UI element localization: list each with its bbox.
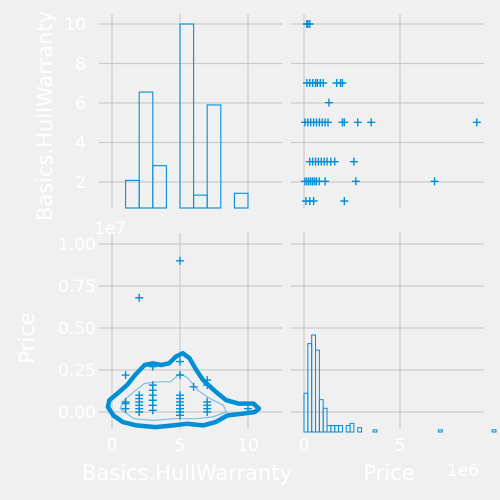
scatter-tr-point-25 xyxy=(353,118,362,127)
scatter-tr-point-22 xyxy=(324,118,332,127)
price-y-tick-2: 0.50 xyxy=(58,319,96,339)
warranty-y-tick-1: 4 xyxy=(75,134,86,154)
scatter-tr-point-26 xyxy=(367,118,376,127)
scatter-tr-point-2 xyxy=(305,20,314,28)
panel-hullwarranty-vs-price-scatter xyxy=(291,14,484,208)
price-hist-bar-3 xyxy=(315,349,320,433)
warranty-x-tick-2: 10 xyxy=(237,436,259,456)
price-y-tick-3: 0.75 xyxy=(58,277,96,297)
warranty-y-tick-3: 8 xyxy=(75,55,86,75)
scatter-bl-point-16 xyxy=(148,381,157,390)
price-x-tick-1: 5 xyxy=(395,436,406,456)
scatter-tr-point-47 xyxy=(351,177,360,186)
scatter-bl-point-10 xyxy=(135,293,144,302)
scatter-tr-point-24 xyxy=(340,118,349,127)
panel-hullwarranty-histogram: 2 4 6 8 10 xyxy=(64,14,282,209)
scatter-bl-point-27 xyxy=(176,256,184,265)
price-y-tick-0: 0.00 xyxy=(58,403,96,423)
scatter-tr-point-37 xyxy=(349,157,358,166)
price-axis-offset-text: 1e7 xyxy=(94,219,126,239)
price-hist-bar-13 xyxy=(372,429,378,433)
scatter-bl-point-35 xyxy=(244,404,252,413)
warranty-hist-bar-2 xyxy=(152,165,167,209)
warranty-y-tick-2: 6 xyxy=(75,94,86,114)
kde-contour-outer xyxy=(105,350,262,430)
scatter-bl-point-17 xyxy=(148,362,157,371)
warranty-hist-bar-1 xyxy=(138,91,154,209)
price-hist-bar-12 xyxy=(357,427,363,433)
axis-labels: Basics.HullWarranty Price Basics.HullWar… xyxy=(15,11,479,485)
scatter-tr-point-12 xyxy=(338,79,347,87)
price-y-tick-1: 0.25 xyxy=(58,361,96,381)
scatter-bl-point-26 xyxy=(176,357,184,366)
warranty-y-tick-0: 2 xyxy=(75,173,86,193)
scatter-bl-point-28 xyxy=(189,382,198,391)
scatter-tr-point-13 xyxy=(324,98,333,107)
scatter-tr-point-51 xyxy=(309,197,318,205)
scatter-tr-point-48 xyxy=(430,177,439,186)
warranty-hist-bar-5 xyxy=(206,104,222,209)
price-hist-bar-15 xyxy=(491,429,497,433)
price-x-offset-text: 1e6 xyxy=(447,461,479,481)
scatter-tr-point-52 xyxy=(340,197,349,205)
scatter-tr-point-9 xyxy=(319,79,328,87)
scatter-bl-point-3 xyxy=(121,371,130,380)
kde-contour-inner xyxy=(119,372,227,421)
y-axis-label-top: Basics.HullWarranty xyxy=(33,11,57,221)
warranty-hist-bar-6 xyxy=(233,192,249,209)
scatter-tr-point-36 xyxy=(330,157,339,166)
warranty-x-tick-1: 5 xyxy=(175,436,186,456)
scatter-bl-point-24 xyxy=(176,391,184,400)
warranty-hist-bar-3 xyxy=(179,23,195,209)
x-axis-label-right: Price xyxy=(363,461,414,485)
scatter-bl-point-9 xyxy=(135,391,144,400)
price-hist-bar-11 xyxy=(349,422,355,433)
panel-price-vs-hullwarranty-scatter-kde: 0.00 0.25 0.50 0.75 1.00 0 5 10 xyxy=(58,233,282,456)
scatter-tr-point-27 xyxy=(472,118,481,127)
price-hist-bar-14 xyxy=(437,429,443,433)
price-y-tick-4: 1.00 xyxy=(58,235,96,255)
scatter-tr-point-46 xyxy=(321,177,330,186)
scatter-bl-point-32 xyxy=(203,397,212,406)
scatter-bl-point-2 xyxy=(121,397,130,406)
warranty-y-tick-4: 10 xyxy=(64,15,86,35)
y-axis-label-bottom: Price xyxy=(15,312,39,363)
price-hist-bar-5 xyxy=(322,407,328,433)
scatter-bl-point-25 xyxy=(176,371,184,380)
scatter-bl-point-34 xyxy=(203,376,212,385)
price-x-tick-0: 0 xyxy=(299,436,310,456)
x-axis-label-left: Basics.HullWarranty xyxy=(82,461,292,485)
price-hist-bar-9 xyxy=(338,425,343,433)
warranty-x-tick-0: 0 xyxy=(107,436,118,456)
